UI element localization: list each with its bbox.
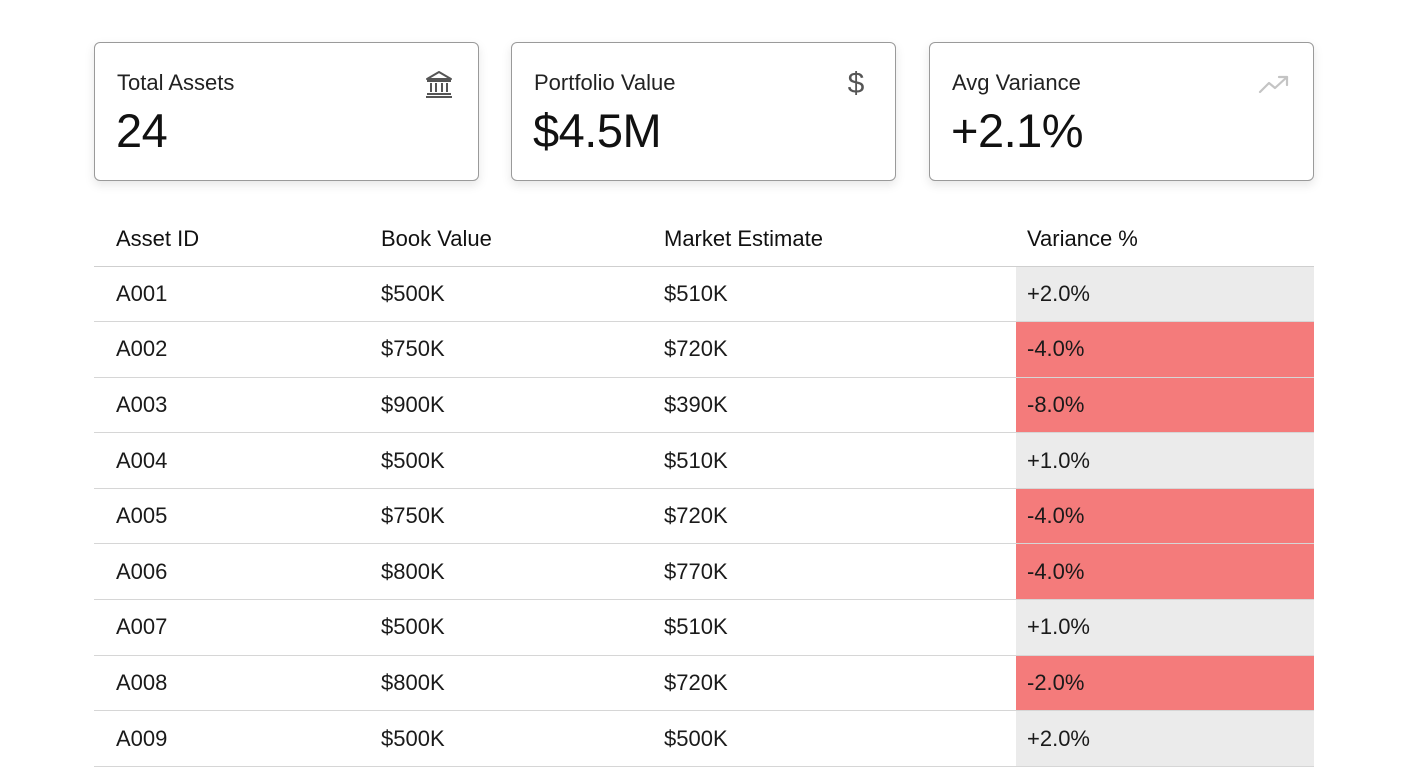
bank-icon (422, 67, 456, 101)
cell-variance: -8.0% (1016, 377, 1314, 434)
table-body: A001 $500K $510K +2.0% A002 $750K $720K -4.0% A0… (94, 266, 1314, 767)
cell-book-value: $800K (359, 543, 642, 601)
cell-variance: +2.0% (1016, 266, 1314, 323)
dollar-icon: $ (847, 67, 865, 100)
cell-book-value: $900K (359, 377, 642, 434)
table-row[interactable]: A002 $750K $720K -4.0% (94, 321, 1314, 378)
card-value: 24 (116, 104, 168, 157)
trending-up-icon (1257, 67, 1291, 101)
card-label: Avg Variance (952, 70, 1081, 95)
cell-book-value: $500K (359, 710, 642, 767)
cell-market-estimate: $720K (642, 488, 1016, 545)
cell-asset-id: A001 (94, 266, 359, 323)
table-row[interactable]: A004 $500K $510K +1.0% (94, 432, 1314, 489)
header-market-estimate[interactable]: Market Estimate (642, 212, 1016, 267)
assets-table: Asset ID Book Value Market Estimate Vari… (94, 212, 1314, 767)
table-row[interactable]: A003 $900K $390K -8.0% (94, 377, 1314, 434)
cell-book-value: $500K (359, 432, 642, 489)
header-variance[interactable]: Variance % (1016, 212, 1314, 267)
table-row[interactable]: A008 $800K $720K -2.0% (94, 655, 1314, 712)
cell-book-value: $500K (359, 266, 642, 323)
cell-variance: -4.0% (1016, 488, 1314, 545)
cell-asset-id: A005 (94, 488, 359, 545)
cell-market-estimate: $770K (642, 543, 1016, 601)
cell-asset-id: A004 (94, 432, 359, 489)
table-row[interactable]: A001 $500K $510K +2.0% (94, 266, 1314, 323)
cell-variance: -2.0% (1016, 655, 1314, 712)
header-asset-id[interactable]: Asset ID (94, 212, 359, 267)
summary-cards: Total Assets 24 Portfolio Value $4.5M (94, 42, 1314, 181)
cell-market-estimate: $720K (642, 321, 1016, 378)
cell-book-value: $800K (359, 655, 642, 712)
cell-asset-id: A008 (94, 655, 359, 712)
portfolio-value-card: Portfolio Value $4.5M $ (511, 42, 896, 181)
cell-asset-id: A002 (94, 321, 359, 378)
cell-asset-id: A003 (94, 377, 359, 434)
cell-book-value: $750K (359, 321, 642, 378)
avg-variance-card: Avg Variance +2.1% (929, 42, 1314, 181)
cell-variance: +1.0% (1016, 599, 1314, 656)
cell-asset-id: A007 (94, 599, 359, 656)
card-value: $4.5M (533, 104, 662, 157)
table-header-row: Asset ID Book Value Market Estimate Vari… (94, 212, 1314, 267)
cell-book-value: $500K (359, 599, 642, 656)
cell-market-estimate: $500K (642, 710, 1016, 767)
cell-asset-id: A006 (94, 543, 359, 601)
card-label: Portfolio Value (534, 70, 676, 95)
cell-asset-id: A009 (94, 710, 359, 767)
table-row[interactable]: A006 $800K $770K -4.0% (94, 543, 1314, 601)
cell-market-estimate: $510K (642, 599, 1016, 656)
table-row[interactable]: A005 $750K $720K -4.0% (94, 488, 1314, 545)
cell-variance: +2.0% (1016, 710, 1314, 767)
cell-market-estimate: $510K (642, 266, 1016, 323)
cell-market-estimate: $510K (642, 432, 1016, 489)
card-value: +2.1% (951, 104, 1084, 157)
table-row[interactable]: A007 $500K $510K +1.0% (94, 599, 1314, 656)
table-row[interactable]: A009 $500K $500K +2.0% (94, 710, 1314, 767)
cell-market-estimate: $720K (642, 655, 1016, 712)
cell-variance: +1.0% (1016, 432, 1314, 489)
cell-market-estimate: $390K (642, 377, 1016, 434)
cell-variance: -4.0% (1016, 543, 1314, 601)
header-book-value[interactable]: Book Value (359, 212, 642, 267)
cell-book-value: $750K (359, 488, 642, 545)
total-assets-card: Total Assets 24 (94, 42, 479, 181)
cell-variance: -4.0% (1016, 321, 1314, 378)
card-label: Total Assets (117, 70, 235, 95)
